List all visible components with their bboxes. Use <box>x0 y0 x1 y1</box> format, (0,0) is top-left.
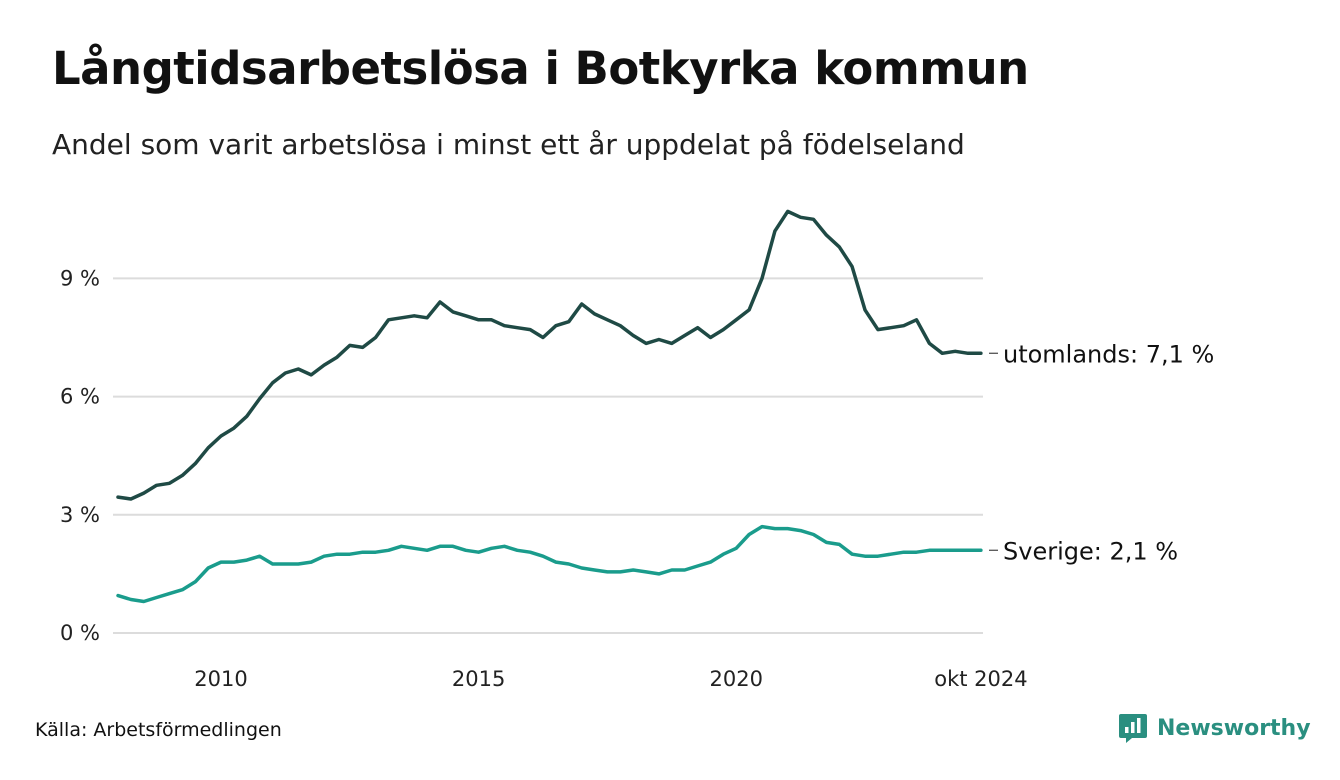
series-labels: utomlands: 7,1 % Sverige: 2,1 % <box>989 340 1214 565</box>
source-note: Källa: Arbetsförmedlingen <box>35 719 282 741</box>
series-lines <box>118 211 981 601</box>
brand-name: Newsworthy <box>1157 716 1311 741</box>
y-tick-label: 9 % <box>60 266 100 290</box>
y-tick-label: 3 % <box>60 503 100 527</box>
x-tick-label: okt 2024 <box>934 667 1027 691</box>
series-end-label: Sverige: 2,1 % <box>1003 537 1178 565</box>
newsworthy-logo-icon <box>1118 712 1148 744</box>
x-axis: 2010 2015 2020 okt 2024 <box>194 667 1027 691</box>
series-line-utomlands <box>118 211 981 499</box>
y-tick-label: 6 % <box>60 385 100 409</box>
x-tick-label: 2010 <box>194 667 247 691</box>
y-tick-label: 0 % <box>60 621 100 645</box>
line-chart: 0 % 3 % 6 % 9 % 2010 2015 2020 okt 2024 utomla… <box>0 0 1340 780</box>
x-tick-label: 2020 <box>709 667 762 691</box>
y-axis: 0 % 3 % 6 % 9 % <box>60 266 100 645</box>
x-tick-label: 2015 <box>452 667 505 691</box>
brand-logo[interactable]: Newsworthy <box>1118 712 1311 744</box>
series-end-label: utomlands: 7,1 % <box>1003 340 1214 368</box>
series-line-sverige <box>118 527 981 602</box>
